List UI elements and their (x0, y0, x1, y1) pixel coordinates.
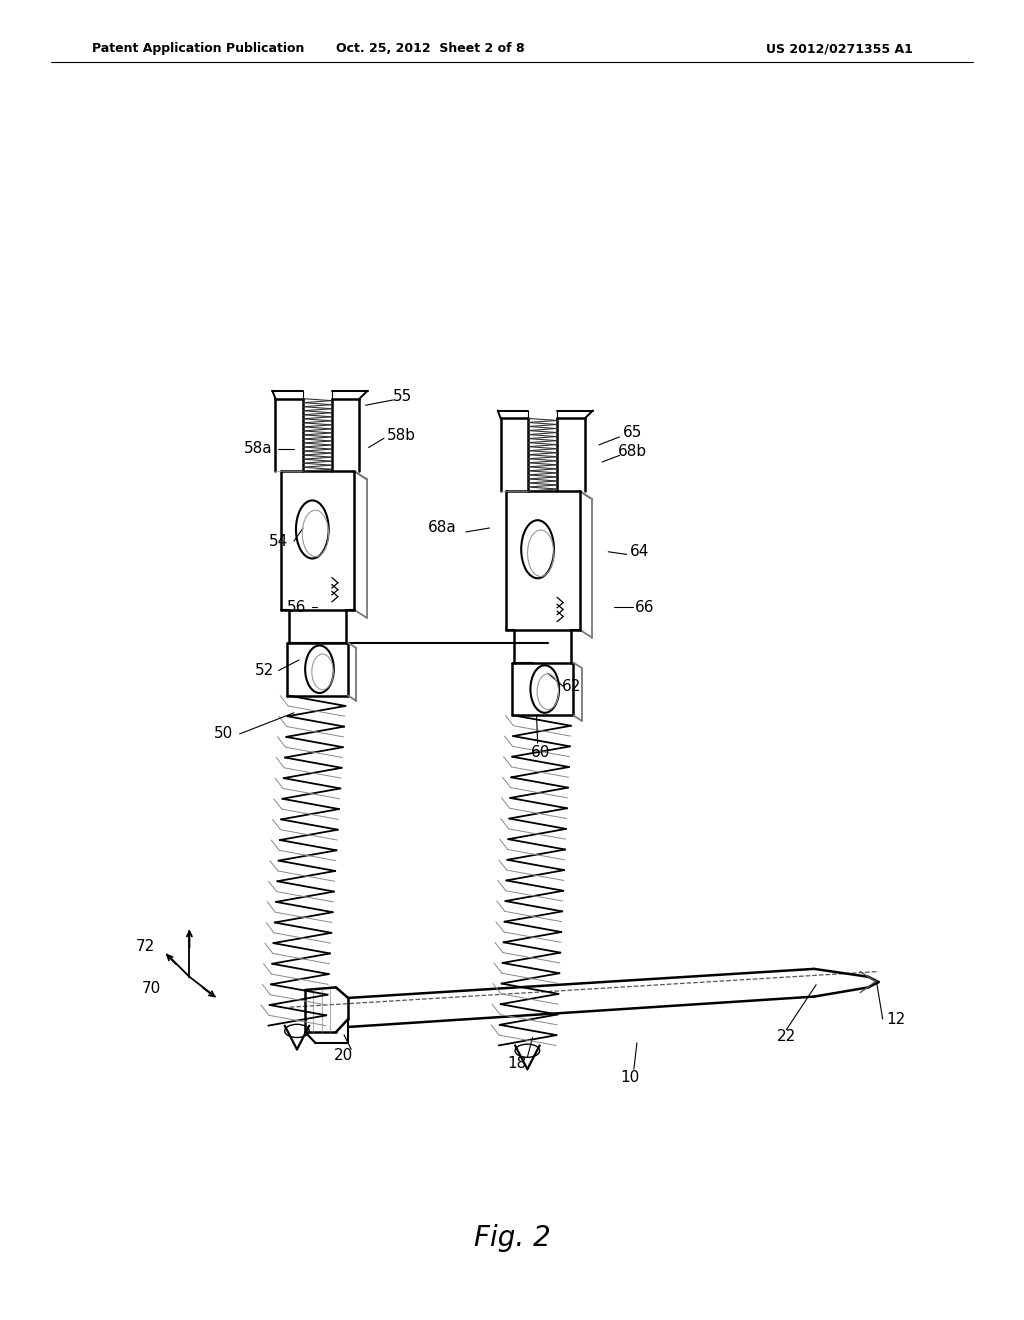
Text: 54: 54 (269, 533, 288, 549)
Text: 60: 60 (531, 744, 550, 760)
Text: 68a: 68a (428, 520, 457, 536)
Text: 52: 52 (255, 663, 273, 678)
Text: Oct. 25, 2012  Sheet 2 of 8: Oct. 25, 2012 Sheet 2 of 8 (336, 42, 524, 55)
Text: 72: 72 (136, 939, 155, 954)
Text: 58a: 58a (244, 441, 272, 457)
Text: 22: 22 (777, 1028, 796, 1044)
Text: 62: 62 (562, 678, 581, 694)
Text: 68b: 68b (618, 444, 647, 459)
Text: 12: 12 (887, 1011, 905, 1027)
Text: 58b: 58b (387, 428, 416, 444)
Text: 55: 55 (393, 388, 412, 404)
Text: Patent Application Publication: Patent Application Publication (92, 42, 304, 55)
Text: 65: 65 (624, 425, 642, 441)
Text: Fig. 2: Fig. 2 (474, 1224, 550, 1253)
Text: 56: 56 (288, 599, 306, 615)
Text: 20: 20 (334, 1048, 352, 1064)
Text: 70: 70 (142, 981, 161, 997)
Text: 18: 18 (508, 1056, 526, 1072)
Text: 64: 64 (631, 544, 649, 560)
Text: US 2012/0271355 A1: US 2012/0271355 A1 (766, 42, 913, 55)
Text: 10: 10 (621, 1069, 639, 1085)
Text: 66: 66 (635, 599, 655, 615)
Text: 50: 50 (214, 726, 232, 742)
